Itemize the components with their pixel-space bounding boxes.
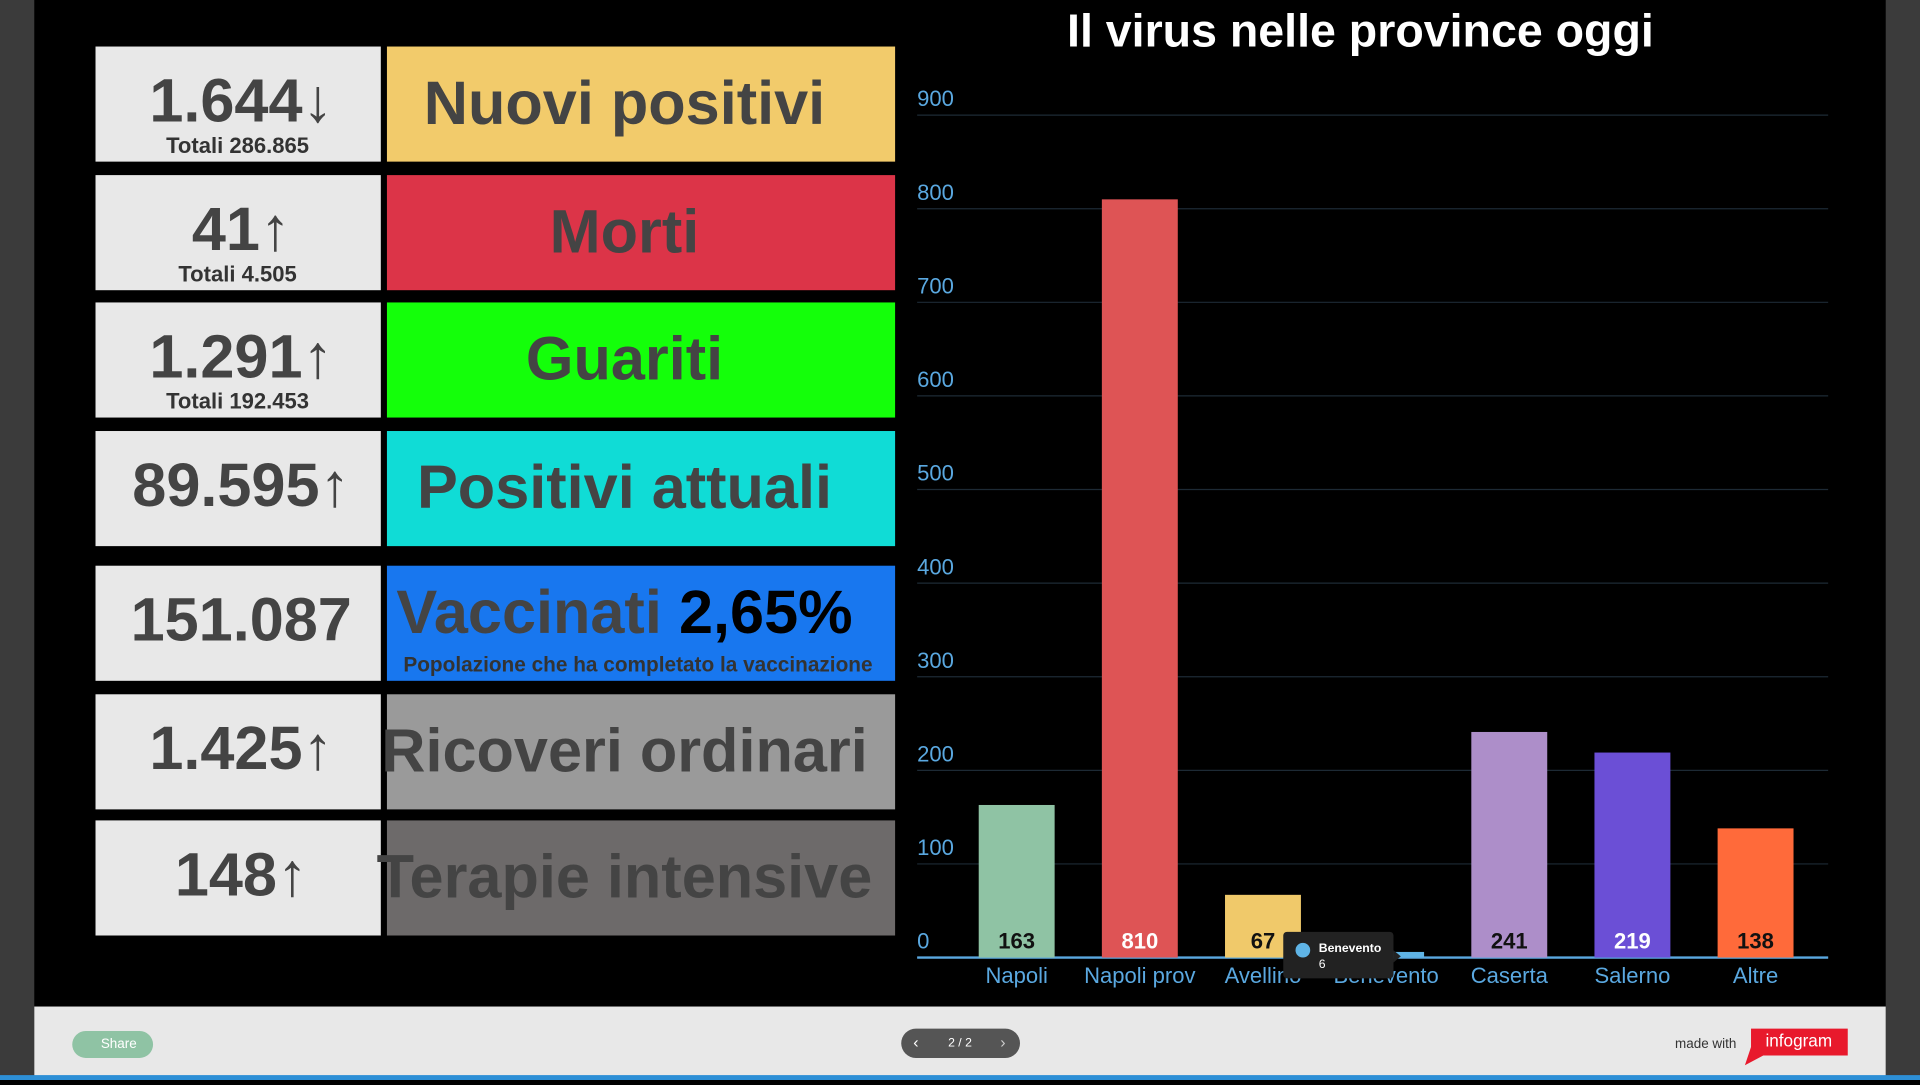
label-box bbox=[386, 820, 896, 936]
stat-value: 89.595↑ bbox=[132, 451, 350, 519]
bar bbox=[1101, 199, 1178, 958]
label-box bbox=[386, 565, 896, 681]
value-label: 810 bbox=[1121, 929, 1158, 954]
stat-total: Totali 4.505 bbox=[178, 261, 296, 286]
stat-total: Totali 192.453 bbox=[166, 389, 309, 414]
stat-box bbox=[95, 694, 381, 810]
label-box bbox=[386, 431, 896, 547]
stat-box bbox=[95, 46, 381, 162]
y-tick-label: 600 bbox=[917, 367, 954, 392]
stat-label-text: Vaccinati bbox=[396, 578, 661, 646]
stat-box bbox=[95, 431, 381, 547]
pager-next[interactable]: › bbox=[1000, 1034, 1005, 1051]
tooltip-swatch bbox=[1295, 942, 1311, 958]
stat-value: 41↑ bbox=[192, 195, 291, 263]
x-tick-label: Altre bbox=[1733, 963, 1778, 988]
pager-prev[interactable]: ‹ bbox=[913, 1034, 918, 1051]
stat-value: 148↑ bbox=[175, 840, 308, 908]
tooltip-pointer bbox=[1393, 950, 1401, 963]
tooltip-value: 6 bbox=[1319, 957, 1326, 971]
pager bbox=[901, 1028, 1020, 1058]
stat-label-text: Terapie intensive bbox=[377, 843, 873, 911]
share-button[interactable] bbox=[72, 1031, 154, 1058]
label-box bbox=[386, 694, 896, 810]
tooltip bbox=[1283, 931, 1394, 979]
stat-label: Vaccinati 2,65% bbox=[396, 578, 852, 646]
stat-box bbox=[95, 302, 381, 418]
label-box bbox=[386, 175, 896, 291]
stat-label-extra: 2,65% bbox=[679, 578, 853, 646]
chart-title: Il virus nelle province oggi bbox=[1067, 5, 1654, 57]
side-border bbox=[0, 0, 35, 1080]
x-tick-label: Napoli prov bbox=[1084, 963, 1195, 988]
bar bbox=[1717, 828, 1794, 958]
pager-label: 2 / 2 bbox=[948, 1035, 972, 1049]
y-tick-label: 0 bbox=[917, 929, 929, 954]
stat-label-text: Morti bbox=[550, 197, 700, 265]
footer-strip bbox=[0, 1075, 1920, 1080]
made-with: made with bbox=[1675, 1036, 1736, 1051]
brand-badge[interactable] bbox=[1744, 1028, 1848, 1066]
stat-box bbox=[95, 565, 381, 681]
value-label: 219 bbox=[1614, 929, 1651, 954]
chart: 0 100 200 300 400 500 600 700 800 900 163 Napoli 810… bbox=[917, 86, 1829, 988]
x-tick-label: Napoli bbox=[985, 963, 1047, 988]
bar bbox=[1594, 752, 1671, 958]
stat-label: Positivi attuali bbox=[417, 453, 832, 521]
x-tick-label: Caserta bbox=[1471, 963, 1549, 988]
bar bbox=[1471, 731, 1548, 958]
value-label: 241 bbox=[1491, 929, 1528, 954]
bar bbox=[978, 804, 1055, 958]
y-tick-label: 700 bbox=[917, 273, 954, 298]
stat-label-text: Nuovi positivi bbox=[424, 69, 825, 137]
label-box bbox=[386, 46, 896, 162]
stat-label-text: Guariti bbox=[526, 325, 723, 393]
stat-value: 1.291↑ bbox=[149, 322, 333, 390]
y-tick-label: 300 bbox=[917, 648, 954, 673]
x-tick-label: Salerno bbox=[1594, 963, 1670, 988]
side-border bbox=[1885, 0, 1920, 1080]
stat-label-text: Ricoveri ordinari bbox=[381, 717, 867, 785]
stat-total: Totali 286.865 bbox=[166, 133, 309, 158]
y-tick-label: 500 bbox=[917, 461, 954, 486]
stat-box bbox=[95, 175, 381, 291]
stat-label-text: Positivi attuali bbox=[417, 453, 832, 521]
y-tick-label: 800 bbox=[917, 180, 954, 205]
tooltip-category: Benevento bbox=[1319, 941, 1382, 955]
stat-label: Terapie intensive bbox=[377, 843, 873, 911]
value-label: 67 bbox=[1251, 929, 1276, 954]
stat-label: Nuovi positivi bbox=[424, 69, 825, 137]
stat-label: Morti bbox=[550, 197, 700, 265]
y-tick-label: 400 bbox=[917, 554, 954, 579]
stat-value: 151.087 bbox=[131, 586, 352, 654]
stat-value: 1.425↑ bbox=[149, 714, 333, 782]
y-tick-label: 900 bbox=[917, 86, 954, 111]
stat-box bbox=[95, 820, 381, 936]
stat-note: Popolazione che ha completato la vaccina… bbox=[403, 654, 872, 677]
brand[interactable]: infogram bbox=[1765, 1031, 1832, 1051]
value-label: 163 bbox=[998, 929, 1035, 954]
y-tick-label: 100 bbox=[917, 835, 954, 860]
y-tick-label: 200 bbox=[917, 741, 954, 766]
value-label: 138 bbox=[1737, 929, 1774, 954]
stat-label: Guariti bbox=[526, 325, 723, 393]
stat-label: Ricoveri ordinari bbox=[381, 717, 867, 785]
label-box bbox=[386, 302, 896, 418]
stat-value: 1.644↓ bbox=[149, 66, 333, 134]
share-label[interactable]: Share bbox=[101, 1036, 137, 1051]
